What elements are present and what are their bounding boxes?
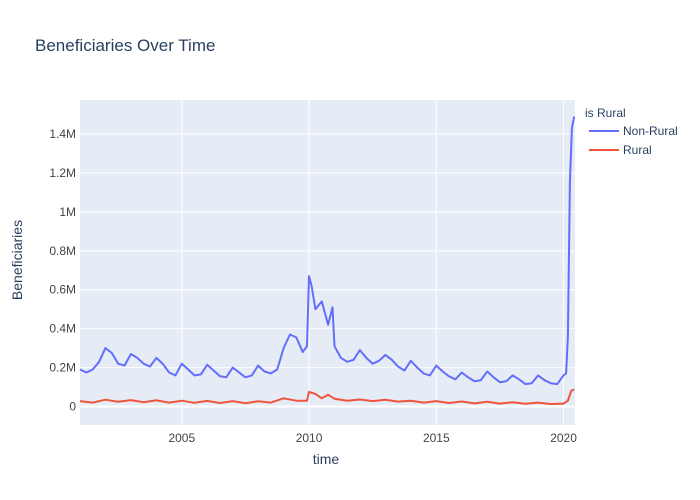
legend-label: Rural: [623, 143, 652, 157]
x-tick-label: 2010: [296, 431, 323, 445]
y-tick-label: 1M: [59, 205, 76, 219]
legend-item-non-rural[interactable]: Non-Rural: [589, 124, 678, 138]
x-axis-title: time: [313, 451, 340, 467]
y-tick-label: 1.2M: [49, 166, 76, 180]
x-tick-label: 2015: [423, 431, 450, 445]
series-line-rural[interactable]: [79, 388, 575, 405]
y-tick-label: 0: [69, 400, 76, 414]
y-axis-title: Beneficiaries: [9, 220, 25, 300]
legend-item-rural[interactable]: Rural: [589, 143, 652, 157]
y-tick-label: 0.8M: [49, 244, 76, 258]
tick-labels: 0 0.2M 0.4M 0.6M 0.8M 1M 1.2M 1.4M 2005 2010 2015 2…: [49, 127, 577, 445]
y-tick-label: 1.4M: [49, 127, 76, 141]
y-tick-label: 0.6M: [49, 283, 76, 297]
chart-title: Beneficiaries Over Time: [35, 36, 215, 55]
series-line-non-rural[interactable]: [79, 116, 576, 386]
plot-area: [80, 100, 575, 425]
x-tick-label: 2020: [550, 431, 577, 445]
series-lines: [79, 116, 576, 405]
x-tick-label: 2005: [168, 431, 195, 445]
grid: [80, 100, 575, 425]
legend-title: is Rural: [585, 106, 626, 120]
legend[interactable]: is Rural Non-Rural Rural: [585, 106, 678, 157]
legend-label: Non-Rural: [623, 124, 678, 138]
y-tick-label: 0.2M: [49, 361, 76, 375]
y-tick-label: 0.4M: [49, 322, 76, 336]
